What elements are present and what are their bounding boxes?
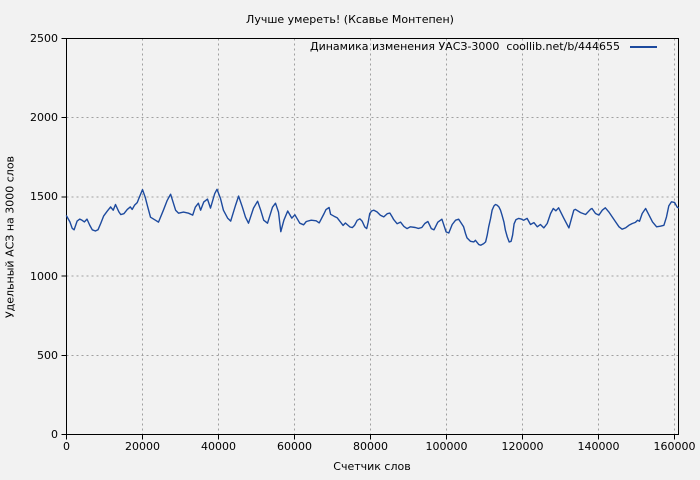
- x-tick-label: 160000: [653, 440, 696, 453]
- y-tick-label: 500: [37, 348, 58, 362]
- y-tick-label: 2500: [30, 32, 58, 45]
- plot-border: [66, 38, 679, 435]
- x-tick-label: 120000: [501, 440, 544, 453]
- y-axis-title: Удельный АСЗ на 3000 слов: [3, 155, 17, 319]
- legend: Динамика изменения УАСЗ-3000 coollib.net…: [310, 40, 657, 53]
- gridlines: [66, 38, 679, 435]
- x-tick-label: 140000: [577, 440, 620, 453]
- legend-line-sample-icon: [630, 45, 657, 48]
- x-tick-label: 80000: [353, 440, 388, 453]
- y-tick-label: 0: [51, 428, 58, 441]
- y-tick-label: 1000: [30, 269, 58, 283]
- legend-label: Динамика изменения УАСЗ-3000 coollib.net…: [310, 40, 620, 53]
- x-axis-title: Счетчик слов: [333, 460, 411, 473]
- x-tick-label: 40000: [201, 440, 236, 453]
- y-tick-label: 1500: [30, 190, 58, 204]
- x-tick-label: 60000: [277, 440, 312, 453]
- x-tick-label: 0: [63, 440, 70, 453]
- y-tick-label: 2000: [30, 111, 58, 125]
- chart-title: Лучше умереть! (Ксавье Монтепен): [246, 13, 454, 26]
- axis-ticks: [61, 38, 675, 440]
- x-tick-label: 20000: [125, 440, 160, 453]
- x-tick-label: 100000: [425, 440, 468, 453]
- data-line: [65, 188, 679, 246]
